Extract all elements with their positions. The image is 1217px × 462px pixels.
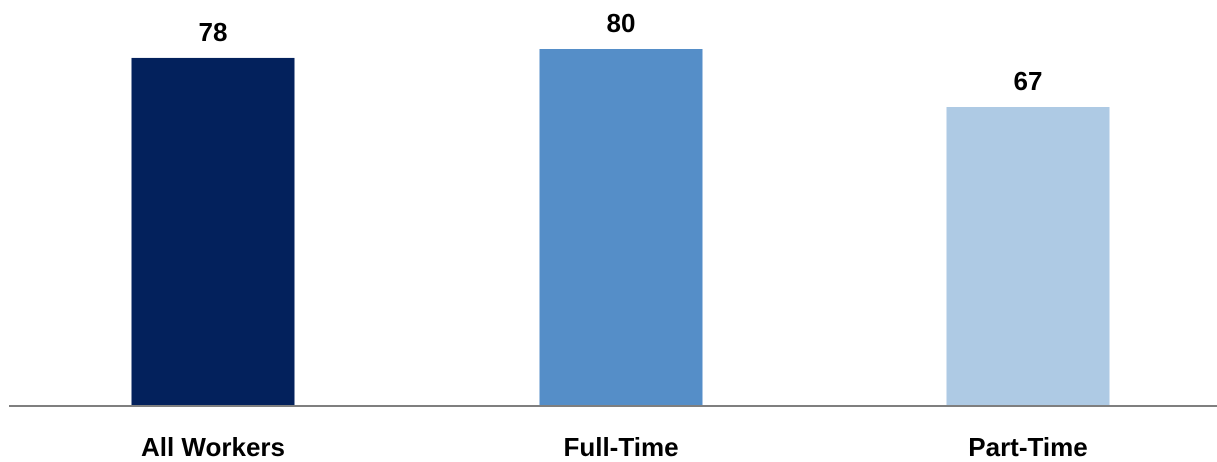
x-tick-label-2: Part-Time [968,432,1087,462]
x-tick-labels-layer: All Workers Full-Time Part-Time [141,432,1088,462]
data-label-0: 78 [199,17,228,47]
x-tick-label-1: Full-Time [563,432,678,462]
x-tick-label-0: All Workers [141,432,285,462]
data-label-1: 80 [607,8,636,38]
bars-layer [131,49,1110,407]
bar-1 [539,49,703,406]
bar-2 [946,107,1110,406]
bar-0 [131,57,295,407]
data-labels-layer: 78 80 67 [199,8,1043,96]
data-label-2: 67 [1014,66,1043,96]
